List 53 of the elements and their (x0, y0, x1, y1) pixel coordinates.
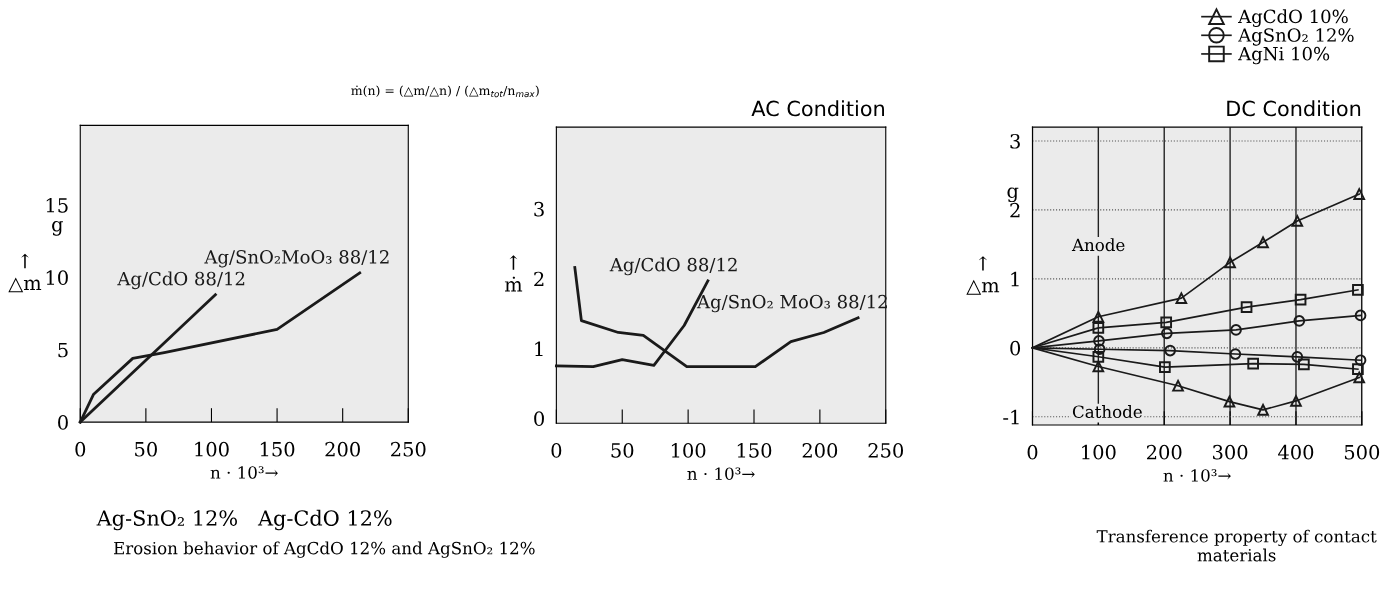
series-label: Ag/SnO₂MoO₃ 88/12 (204, 250, 389, 268)
text: Erosion behavior of AgCdO 12% and AgSnO₂ 12% (113, 541, 535, 558)
x-tick-label: 100 (195, 441, 229, 457)
annotation: Cathode (1072, 405, 1142, 418)
text: g (52, 220, 63, 236)
x-tick-label: 150 (260, 441, 295, 457)
chart-title: AC Condition (751, 100, 884, 117)
x-tick-label: 200 (802, 443, 838, 458)
annotation: Anode (1071, 238, 1125, 252)
y-axis-title: ↑ ṁ (504, 255, 523, 292)
series-label: Ag/CdO 88/12 (117, 271, 245, 290)
x-tick-label: 200 (1146, 444, 1182, 460)
text: g (1007, 187, 1019, 203)
x-tick-label: 0 (1027, 444, 1038, 460)
x-tick-label: 0 (75, 441, 86, 457)
text: Transference property of contact materials (1096, 529, 1377, 562)
x-tick-label: 50 (611, 443, 634, 458)
y-axis-title: ↑ △m (8, 253, 42, 293)
x-axis-title: n · 10³→ (210, 466, 278, 479)
y-tick-label: 15 (46, 197, 68, 213)
x-tick-label: 300 (1213, 444, 1248, 460)
x-tick-label: 500 (1344, 444, 1380, 460)
y-axis-title: ↑ △m (966, 256, 1000, 295)
series-label: Ag/CdO 88/12 (609, 257, 737, 276)
x-tick-label: 200 (325, 441, 360, 457)
chart-title: DC Condition (1227, 100, 1361, 117)
x-axis-title: n · 10³→ (1163, 469, 1231, 482)
y-tick-label: 1 (1011, 271, 1019, 287)
x-tick-label: 150 (737, 443, 772, 458)
x-tick-label: 100 (671, 443, 706, 458)
text: ṁ(n) = (△m/△n) / (△m$_{tot}$/n$_{max}$) (351, 85, 539, 98)
y-tick-label: 3 (1010, 133, 1020, 149)
y-tick-label: 2 (534, 271, 544, 287)
x-tick-label: 250 (868, 443, 904, 458)
x-tick-label: 100 (1082, 444, 1116, 460)
y-tick-label: 3 (534, 201, 544, 217)
x-tick-label: 250 (391, 441, 426, 457)
y-tick-label: 0 (58, 415, 68, 430)
y-tick-label: 5 (58, 342, 68, 358)
y-tick-label: 10 (46, 270, 68, 286)
x-tick-label: 0 (551, 443, 562, 458)
x-tick-label: 400 (1278, 444, 1314, 460)
y-tick-label: 0 (534, 411, 544, 427)
text: Ag-SnO₂ 12% Ag-CdO 12% (96, 509, 392, 531)
y-tick-label: 2 (1010, 202, 1020, 218)
legend-label: AgCdO 10% (1238, 9, 1348, 27)
legend-label: AgSnO₂ 12% (1238, 28, 1354, 46)
y-tick-label: 1 (535, 341, 543, 356)
x-axis-title: n · 10³→ (687, 467, 755, 480)
legend-label: AgNi 10% (1238, 46, 1330, 65)
y-tick-label: -1 (1003, 409, 1019, 425)
x-tick-label: 50 (135, 441, 157, 457)
y-tick-label: 0 (1010, 340, 1021, 356)
